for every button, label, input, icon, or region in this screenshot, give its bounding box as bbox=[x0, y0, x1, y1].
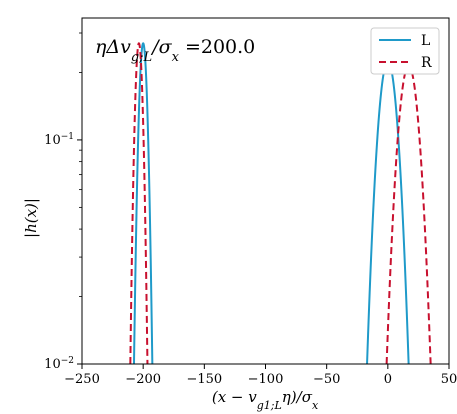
x-ticks: −250 −200 −150 −100 −50 0 50 bbox=[64, 364, 457, 387]
series-r-line bbox=[385, 64, 432, 365]
x-tick-label: −100 bbox=[248, 372, 284, 387]
y-ticks: 10−2 10−1 bbox=[44, 32, 82, 372]
x-tick-label: −150 bbox=[186, 372, 222, 387]
x-tick-label: 0 bbox=[384, 372, 392, 387]
x-tick-label: −50 bbox=[313, 372, 340, 387]
x-tick-label: −250 bbox=[64, 372, 100, 387]
y-axis-label: |h(x)| bbox=[22, 198, 40, 238]
x-tick-label: 50 bbox=[441, 372, 457, 387]
x-axis-label: (x − vg1;Lη)/σx bbox=[212, 388, 319, 412]
legend: L R bbox=[370, 27, 440, 75]
series-l-line bbox=[132, 42, 154, 365]
series-r-line bbox=[129, 42, 149, 365]
y-tick-label: 10−2 bbox=[44, 356, 74, 372]
plot-lines bbox=[129, 42, 432, 365]
y-tick-label: 10−1 bbox=[44, 132, 74, 148]
annotation: ηΔvg;L/σx =200.0 bbox=[95, 36, 255, 65]
x-tick-label: −200 bbox=[125, 372, 161, 387]
legend-label-l: L bbox=[421, 33, 430, 49]
legend-label-r: R bbox=[421, 55, 432, 71]
